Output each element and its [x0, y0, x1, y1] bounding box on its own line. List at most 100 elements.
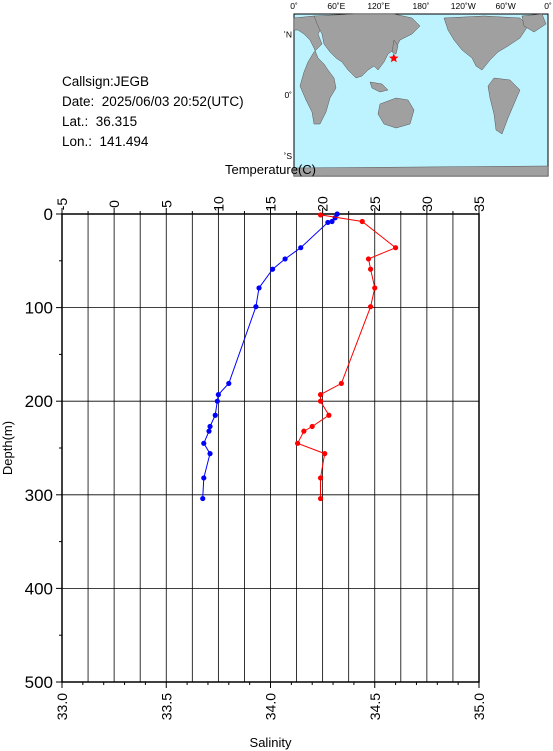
salinity-data-point	[295, 440, 301, 446]
temperature-data-point	[256, 285, 262, 291]
antarctica-landmass	[293, 165, 549, 177]
chart-grid	[61, 213, 480, 683]
depth-axis-title: Depth(m)	[0, 421, 15, 475]
salinity-axis: 33.0 33.5 34.0 34.5 35.0	[54, 682, 487, 720]
temperature-data-point	[201, 440, 207, 446]
africa-europe-landmass	[293, 15, 337, 125]
temperature-data-point	[206, 428, 212, 434]
temperature-profile-line	[202, 213, 338, 499]
lon-value: 141.494	[99, 134, 149, 149]
map-lon-label: 0˚	[544, 1, 552, 11]
depth-tick-label: 100	[25, 299, 53, 318]
temperature-tick-label: 0	[106, 200, 122, 208]
map-lat-label: 60˚S	[284, 151, 292, 161]
salinity-data-point	[309, 423, 315, 430]
depth-tick-label: 400	[25, 579, 53, 598]
temperature-tick-label: 5	[158, 200, 174, 208]
temperature-data-point	[207, 423, 213, 430]
map-lon-label: 180˚	[412, 1, 429, 11]
depth-tick-label: 500	[25, 673, 53, 692]
temperature-data-point	[282, 256, 288, 262]
temperature-data-point	[325, 219, 331, 226]
lon-label: Lon.:	[62, 134, 93, 149]
north-america-landmass	[443, 15, 529, 71]
temperature-axis: -5 0 5 10 15 20 25 30 35	[54, 196, 487, 214]
temperature-data-point	[332, 215, 338, 221]
map-lon-label: 120˚W	[451, 1, 476, 11]
temperature-data-point	[269, 266, 276, 272]
temperature-tick-label: 15	[263, 196, 279, 212]
salinity-data-point	[359, 218, 365, 225]
asia-landmass	[313, 13, 421, 79]
callsign-text: Callsign:JEGB	[62, 74, 150, 89]
map-lon-label: 0˚	[290, 1, 298, 11]
temperature-data-point	[201, 475, 207, 481]
salinity-tick-label: 35.0	[471, 693, 487, 720]
temperature-data-point	[298, 245, 304, 251]
date-label: Date:	[62, 94, 95, 109]
greenland-landmass	[521, 13, 547, 33]
temperature-data-point	[212, 412, 218, 418]
temperature-tick-label: 25	[367, 196, 383, 212]
salinity-tick-label: 34.5	[367, 693, 383, 720]
depth-tick-label: 300	[25, 486, 53, 505]
depth-tick-label: 0	[44, 205, 53, 224]
japan-landmass	[391, 39, 399, 55]
station-marker	[389, 53, 399, 63]
south-america-landmass	[487, 77, 521, 135]
salinity-data-point	[317, 398, 324, 404]
depth-tick-label: 200	[25, 392, 53, 411]
salinity-axis-title: Salinity	[250, 735, 292, 750]
temperature-tick-label: 35	[471, 196, 487, 212]
salinity-data-point	[372, 285, 378, 291]
map-lat-label: 0˚	[284, 90, 292, 100]
map-lon-label: 60˚E	[327, 1, 345, 11]
date-row: Date: 2025/06/03 20:52(UTC)	[62, 92, 244, 112]
maritime-asia-landmass	[369, 81, 389, 93]
australia-landmass	[377, 97, 415, 129]
salinity-data-point	[317, 212, 324, 218]
salinity-data-point	[365, 256, 372, 262]
map-lon-label: 60˚W	[496, 1, 516, 11]
temperature-data-point	[214, 398, 220, 404]
temperature-data-point	[207, 451, 213, 457]
map-lon-label: 120˚E	[367, 1, 390, 11]
salinity-data-point	[317, 475, 324, 481]
map-land	[293, 13, 549, 177]
lon-row: Lon.: 141.494	[62, 132, 244, 152]
salinity-series	[295, 212, 399, 502]
lat-label: Lat.:	[62, 114, 89, 129]
salinity-profile-line	[296, 214, 397, 499]
temperature-axis-title: Temperature(C)	[225, 162, 316, 177]
lat-value: 36.315	[95, 114, 138, 129]
depth-axis: 0 100 200 300 400 500	[25, 205, 62, 692]
salinity-data-point	[367, 304, 374, 310]
temperature-tick-label: 30	[419, 196, 435, 212]
temperature-data-point	[329, 218, 335, 225]
date-value: 2025/06/03 20:52(UTC)	[101, 94, 244, 109]
temperature-data-point	[226, 380, 232, 387]
temperature-data-point	[253, 304, 259, 310]
salinity-tick-label: 34.0	[263, 693, 279, 720]
temperature-data-point	[200, 495, 206, 502]
salinity-data-point	[301, 428, 307, 434]
station-info: Callsign:JEGB Date: 2025/06/03 20:52(UTC…	[62, 72, 244, 152]
chart-series	[200, 211, 399, 502]
salinity-data-point	[322, 451, 328, 457]
temperature-data-point	[215, 392, 221, 398]
salinity-data-point	[367, 266, 374, 272]
salinity-data-point	[317, 392, 324, 398]
temperature-tick-label: -5	[54, 198, 70, 211]
salinity-data-point	[326, 412, 332, 418]
salinity-tick-label: 33.5	[158, 693, 174, 720]
temperature-tick-label: 20	[315, 196, 331, 212]
salinity-data-point	[338, 380, 344, 387]
salinity-data-point	[393, 245, 399, 251]
temperature-tick-label: 10	[210, 196, 226, 212]
salinity-data-point	[317, 495, 324, 502]
lat-row: Lat.: 36.315	[62, 112, 244, 132]
station-star-icon	[389, 53, 399, 63]
temperature-series	[200, 211, 340, 502]
salinity-tick-label: 33.0	[54, 693, 70, 720]
